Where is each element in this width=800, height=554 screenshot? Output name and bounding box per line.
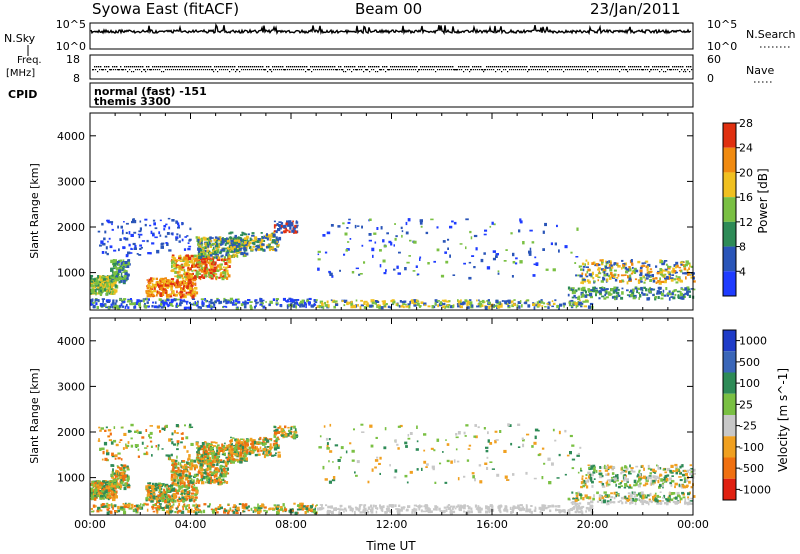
y-tick-label: 2000 — [57, 426, 85, 439]
nsky-tick-top: 10^5 — [56, 18, 86, 31]
colorbar-tick-label: 4 — [739, 265, 746, 278]
colorbar-segment — [723, 197, 736, 222]
colorbar-segment — [723, 271, 736, 296]
velocity-echoes — [90, 423, 696, 515]
colorbar-tick-label: -100 — [739, 441, 764, 454]
colorbar-segment — [723, 172, 736, 198]
velocity-colorbar: 1000 500 100 25 -25 -100 -500 -1000 — [722, 329, 771, 501]
colorbar-segment — [723, 351, 736, 373]
colorbar-tick-label: -25 — [739, 420, 757, 433]
velocity-colorbar-label: Velocity [m s^-1] — [776, 368, 790, 472]
colorbar-segment — [723, 415, 736, 437]
cpid-line-1: normal (fast) -151 — [94, 85, 207, 98]
colorbar-tick-label: 1000 — [739, 335, 767, 348]
nave-tick-bottom: 0 — [707, 72, 714, 85]
colorbar-segment — [723, 147, 736, 173]
colorbar-segment — [723, 393, 736, 415]
x-axis-label: Time UT — [365, 539, 416, 553]
beam-label: Beam 00 — [355, 0, 422, 18]
colorbar-tick-label: 100 — [739, 377, 760, 390]
colorbar-tick-label: 25 — [739, 398, 753, 411]
colorbar-tick-label: 500 — [739, 356, 760, 369]
freq-tick-top: 18 — [66, 53, 80, 66]
power-echoes — [90, 217, 696, 311]
colorbar-tick-label: 12 — [739, 216, 753, 229]
colorbar-tick-label: 20 — [739, 166, 753, 179]
colorbar-segment — [723, 330, 736, 352]
power-colorbar: 4 8 12 16 20 24 28 — [722, 117, 753, 297]
colorbar-tick-label: -500 — [739, 462, 764, 475]
colorbar-tick-label: 16 — [739, 191, 753, 204]
nsearch-tick-top: 10^5 — [707, 18, 737, 31]
y-tick-label: 1000 — [57, 267, 85, 280]
y-tick-label: 4000 — [57, 130, 85, 143]
cpid-frame — [89, 82, 694, 108]
cpid-label: CPID — [8, 88, 37, 101]
colorbar-segment — [723, 478, 736, 500]
x-tick-label: 00:00 — [74, 518, 106, 531]
y-tick-label: 3000 — [57, 380, 85, 393]
velocity-x-axis: 00:00 04:00 08:00 12:00 16:00 20:00 00:00 — [74, 318, 709, 531]
x-tick-label: 12:00 — [376, 518, 408, 531]
nsearch-label: N.Search — [746, 28, 796, 41]
velocity-y-axis: 1000 2000 3000 4000 — [57, 335, 693, 485]
nsky-trace — [90, 23, 692, 36]
colorbar-tick-label: -1000 — [739, 483, 771, 496]
nave-tick-top: 60 — [707, 53, 721, 66]
x-tick-label: 00:00 — [677, 518, 709, 531]
colorbar-tick-label: 28 — [739, 117, 753, 130]
x-tick-label: 08:00 — [275, 518, 307, 531]
power-panel: 1000 2000 3000 4000 Slant Range [km] 4 8 12 16… — [28, 112, 770, 311]
y-tick-label: 4000 — [57, 335, 85, 348]
cpid-line-2: themis 3300 — [94, 95, 171, 108]
colorbar-segment — [723, 221, 736, 247]
colorbar-tick-label: 8 — [739, 241, 746, 254]
freq-tick-bottom: 8 — [73, 72, 80, 85]
date-label: 23/Jan/2011 — [590, 0, 681, 18]
colorbar-segment — [723, 246, 736, 272]
freq-nave-trace — [92, 66, 693, 73]
power-colorbar-label: Power [dB] — [756, 168, 770, 233]
x-tick-label: 04:00 — [175, 518, 207, 531]
x-tick-label: 16:00 — [476, 518, 508, 531]
power-x-ticks — [89, 113, 694, 310]
y-tick-label: 1000 — [57, 472, 85, 485]
nsearch-tick-bottom: 10^0 — [707, 40, 737, 53]
y-tick-label: 2000 — [57, 221, 85, 234]
nave-label: Nave — [746, 64, 774, 77]
nsky-label: N.Sky — [4, 32, 36, 45]
plot-title: Syowa East (fitACF) — [92, 0, 239, 18]
colorbar-segment — [723, 436, 736, 458]
freq-frame — [89, 54, 694, 80]
colorbar-tick-label: 24 — [739, 142, 753, 155]
x-tick-label: 20:00 — [577, 518, 609, 531]
freq-unit-label: [MHz] — [6, 68, 35, 79]
colorbar-segment — [723, 457, 736, 479]
colorbar-segment — [723, 123, 736, 148]
y-tick-label: 3000 — [57, 175, 85, 188]
velocity-panel: 1000 2000 3000 4000 00:00 04:00 08:00 12:00 16:… — [28, 317, 790, 531]
nsky-frame — [89, 22, 694, 50]
velocity-ylabel: Slant Range [km] — [28, 368, 41, 464]
power-ylabel: Slant Range [km] — [28, 163, 41, 259]
freq-label: Freq. — [17, 55, 42, 66]
power-y-axis: 1000 2000 3000 4000 — [57, 130, 693, 280]
colorbar-segment — [723, 372, 736, 394]
nsky-tick-bottom: 10^0 — [56, 40, 86, 53]
